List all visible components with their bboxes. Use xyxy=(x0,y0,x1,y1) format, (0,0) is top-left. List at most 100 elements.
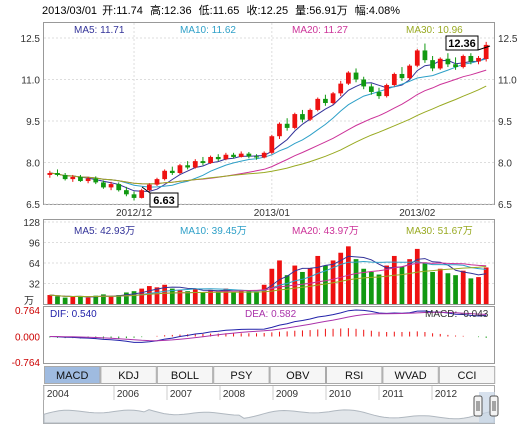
tab-rsi[interactable]: RSI xyxy=(326,366,383,384)
candle-body xyxy=(476,57,481,62)
candle-body xyxy=(399,73,405,79)
header-volume: 56.91万 xyxy=(309,5,348,17)
candle-body xyxy=(468,55,474,62)
candle-body xyxy=(223,154,229,160)
volume-bar xyxy=(300,271,305,304)
candle-body xyxy=(200,161,206,164)
candle-body xyxy=(422,50,428,61)
price-y-tick-right: 11.0 xyxy=(498,76,517,87)
volume-bar xyxy=(177,289,183,304)
volume-y-tick: 96 xyxy=(29,239,41,250)
candle-body xyxy=(437,58,443,69)
price-grid xyxy=(44,23,494,205)
candle-body xyxy=(284,123,290,128)
timeline-left-handle[interactable] xyxy=(473,395,483,417)
volume-bar xyxy=(238,289,244,304)
macd-y-tick: 0.764 xyxy=(15,306,40,317)
macd-panel xyxy=(43,306,495,364)
candle-body xyxy=(430,60,435,69)
candle-body xyxy=(93,178,99,183)
tab-boll[interactable]: BOLL xyxy=(156,366,214,384)
candle-body xyxy=(483,44,489,60)
tab-button[interactable] xyxy=(100,366,157,384)
volume-bar xyxy=(62,297,68,304)
tab-cci[interactable]: CCI xyxy=(438,366,496,384)
volume-bar xyxy=(430,271,435,304)
tab-button[interactable] xyxy=(382,366,439,384)
timeline-right-handle[interactable] xyxy=(489,395,499,417)
volume-bar xyxy=(231,292,236,304)
macd-dif-line xyxy=(49,309,487,343)
candle-body xyxy=(139,190,145,198)
volume-bar xyxy=(384,265,390,304)
candle-body xyxy=(246,153,252,157)
candle-body xyxy=(414,50,420,66)
volume-bar xyxy=(162,284,168,304)
volume-bar xyxy=(391,255,397,304)
tab-label: MACD xyxy=(56,370,88,382)
price-ma-line xyxy=(49,57,487,192)
macd-dea-label: DEA: 0.582 xyxy=(245,309,297,320)
price-y-ticks: 12.5 12.5 11.0 11.0 9.5 9.5 8.0 8.0 6.5 6.5 xyxy=(21,34,518,211)
header-low: 11.65 xyxy=(213,5,240,17)
price-y-tick-left: 12.5 xyxy=(21,34,41,45)
low-annotation-label: 6.63 xyxy=(153,195,174,207)
tab-button[interactable] xyxy=(269,366,327,384)
tab-macd[interactable]: MACD xyxy=(44,366,101,384)
tab-button[interactable] xyxy=(438,366,496,384)
volume-bar xyxy=(154,287,160,304)
volume-bar xyxy=(399,266,405,304)
candle-body xyxy=(368,86,374,92)
header-high-label: 高: xyxy=(150,3,164,17)
price-ma-lines xyxy=(49,57,487,192)
candle-body xyxy=(177,165,183,174)
price-x-ticks: 2012/12 2013/01 2013/02 xyxy=(116,208,436,219)
volume-y-tick: 64 xyxy=(29,259,41,270)
price-x-tick: 2013/01 xyxy=(254,208,291,219)
tab-button[interactable] xyxy=(326,366,383,384)
volume-bar xyxy=(368,271,374,304)
volume-unit-label: 万 xyxy=(24,296,34,307)
indicator-tabs: MACD KDJ BOLL PSY OBV RSI WVAD CCI xyxy=(44,366,496,384)
candle-body xyxy=(108,184,114,188)
volume-y-tick: 32 xyxy=(29,280,41,291)
price-x-tick: 2013/02 xyxy=(399,208,436,219)
volume-ma-legend-item: MA5: 42.93万 xyxy=(74,226,135,237)
candle-body xyxy=(124,190,129,195)
tab-button[interactable] xyxy=(156,366,214,384)
header-close: 12.25 xyxy=(261,5,289,17)
tab-button[interactable] xyxy=(44,366,101,384)
price-panel xyxy=(43,22,495,205)
tab-wvad[interactable]: WVAD xyxy=(382,366,439,384)
volume-bar xyxy=(70,296,76,304)
tab-psy[interactable]: PSY xyxy=(213,366,270,384)
timeline-year: 2007 xyxy=(170,389,193,400)
price-y-tick-right: 6.5 xyxy=(498,200,512,211)
price-ma-line xyxy=(49,85,487,185)
price-y-tick-left: 6.5 xyxy=(26,200,40,211)
header-open: 11.74 xyxy=(116,5,143,17)
volume-bar xyxy=(215,291,221,304)
volume-bar xyxy=(116,295,122,304)
candle-body xyxy=(300,114,305,120)
candle-body xyxy=(445,58,451,65)
timeline-years: 2004 2006 2007 2008 2009 2010 2011 2012 xyxy=(43,386,458,400)
timeline-area xyxy=(43,409,495,424)
candle-body xyxy=(101,182,106,188)
volume-bar xyxy=(422,262,428,304)
price-ma-legend-item: MA5: 11.71 xyxy=(74,25,125,36)
volume-bar xyxy=(407,259,412,304)
volume-bar xyxy=(124,292,129,304)
high-annotation-label: 12.36 xyxy=(448,38,476,50)
candle-body xyxy=(407,65,412,79)
price-y-tick-left: 9.5 xyxy=(26,117,40,128)
tab-label: BOLL xyxy=(171,370,199,382)
tab-obv[interactable]: OBV xyxy=(269,366,327,384)
volume-bar xyxy=(185,291,190,304)
candle-body xyxy=(55,173,60,175)
volume-bar xyxy=(414,248,420,304)
tab-kdj[interactable]: KDJ xyxy=(100,366,157,384)
tab-button[interactable] xyxy=(213,366,270,384)
volume-bar xyxy=(169,288,175,304)
candle-body xyxy=(269,136,275,153)
